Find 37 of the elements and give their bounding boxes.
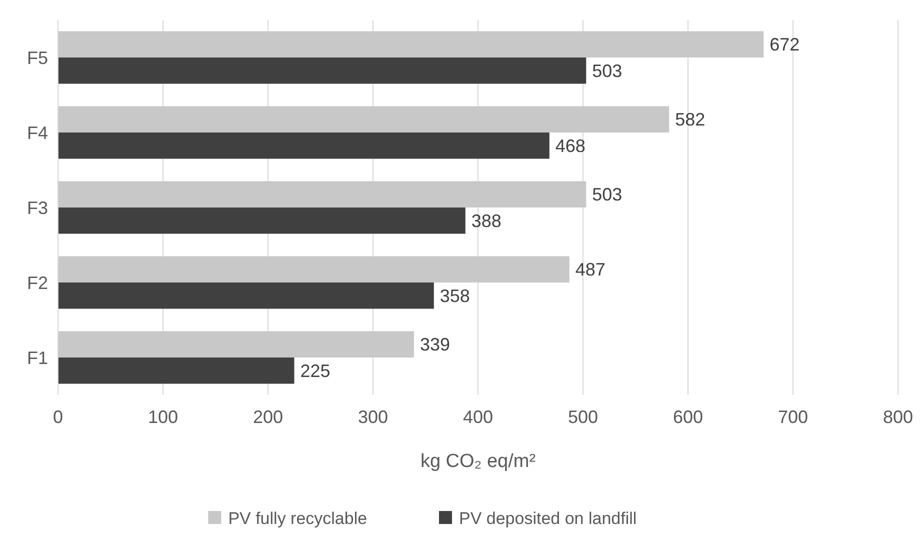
x-tick-label: 700 <box>778 407 808 427</box>
x-tick-label: 600 <box>672 407 704 427</box>
x-tick-label: 800 <box>882 407 914 427</box>
bar <box>58 181 586 208</box>
bar <box>58 256 570 282</box>
data-label: 503 <box>592 60 622 81</box>
x-axis-title: kg CO₂ eq/m² <box>420 451 536 472</box>
bar <box>58 58 586 84</box>
x-tick-label: 300 <box>358 407 388 427</box>
data-label: 582 <box>675 110 706 130</box>
bar <box>58 208 466 234</box>
x-tick-label: 200 <box>252 407 284 427</box>
legend-label: PV fully recyclable <box>228 508 368 528</box>
legend-label: PV deposited on landfill <box>459 508 637 528</box>
bar <box>58 31 764 58</box>
data-label: 388 <box>471 210 502 231</box>
data-label: 339 <box>420 334 450 355</box>
bar <box>58 106 670 132</box>
bar <box>58 132 550 159</box>
data-label: 503 <box>592 184 622 205</box>
x-tick-label: 0 <box>52 407 64 427</box>
data-label: 487 <box>575 260 606 280</box>
bar <box>58 358 294 384</box>
y-tick-label: F5 <box>26 48 48 68</box>
x-tick-label: 400 <box>462 407 494 427</box>
bar <box>58 331 414 358</box>
data-label: 672 <box>770 34 800 55</box>
y-tick-label: F2 <box>26 272 48 293</box>
x-tick-label: 500 <box>568 407 598 427</box>
x-tick-label: 100 <box>148 407 178 427</box>
bar <box>58 282 434 309</box>
y-tick-label: F1 <box>26 348 48 368</box>
data-label: 358 <box>440 286 470 306</box>
y-tick-label: F3 <box>26 198 48 218</box>
data-label: 225 <box>300 360 330 381</box>
data-label: 468 <box>555 136 586 156</box>
y-tick-label: F4 <box>26 122 48 143</box>
